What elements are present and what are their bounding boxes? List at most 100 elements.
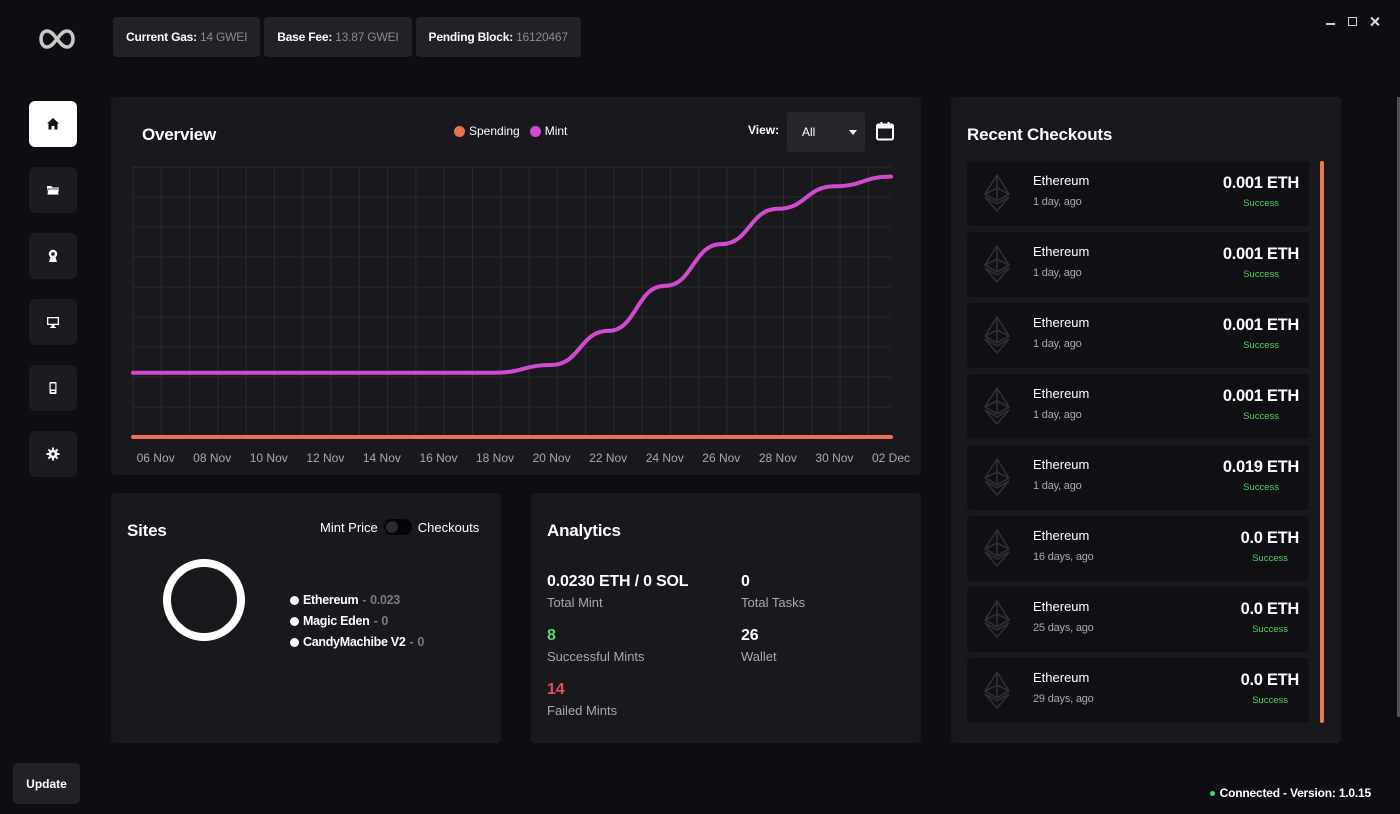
checkout-time: 1 day, ago bbox=[1033, 480, 1082, 492]
successful-mints-stat: 8 Successful Mints bbox=[547, 627, 645, 664]
checkout-amount: 0.019 ETH bbox=[1222, 458, 1299, 476]
nav-profile-button[interactable] bbox=[29, 233, 77, 279]
view-select-value: All bbox=[802, 125, 816, 139]
ethereum-icon bbox=[984, 529, 1010, 567]
failed-mints-label: Failed Mints bbox=[547, 703, 618, 718]
x-tick-label: 16 Nov bbox=[419, 451, 457, 465]
window-edge bbox=[1397, 97, 1400, 717]
infinity-logo-icon bbox=[39, 29, 75, 49]
phone-icon bbox=[49, 382, 57, 394]
base-fee-chip: Base Fee: 13.87 GWEI bbox=[264, 17, 412, 57]
gas-info-bar: Current Gas: 14 GWEI Base Fee: 13.87 GWE… bbox=[113, 17, 581, 57]
nav-home-button[interactable] bbox=[29, 101, 77, 147]
update-button[interactable]: Update bbox=[13, 763, 80, 804]
site-name: Ethereum bbox=[303, 593, 359, 607]
status-text: Connected - Version: 1.0.15 bbox=[1219, 786, 1372, 800]
mint-checkouts-toggle[interactable] bbox=[383, 519, 412, 535]
checkout-site-name: Ethereum bbox=[1033, 670, 1090, 685]
pending-block-chip: Pending Block: 16120467 bbox=[415, 17, 581, 57]
checkout-row[interactable]: Ethereum 1 day, ago 0.001 ETH Success bbox=[967, 161, 1309, 226]
checkout-site-name: Ethereum bbox=[1033, 528, 1090, 543]
checkout-amount: 0.001 ETH bbox=[1222, 245, 1299, 263]
checkout-time: 1 day, ago bbox=[1033, 338, 1082, 350]
minimize-icon[interactable] bbox=[1326, 16, 1336, 28]
checkout-site-name: Ethereum bbox=[1033, 386, 1090, 401]
base-fee-label: Base Fee: bbox=[277, 30, 333, 44]
sites-title: Sites bbox=[127, 521, 167, 540]
x-tick-label: 28 Nov bbox=[759, 451, 797, 465]
checkout-status: Success bbox=[1243, 340, 1279, 351]
legend-spending[interactable]: Spending bbox=[454, 124, 520, 138]
nav-settings-button[interactable] bbox=[29, 431, 77, 477]
pending-block-label: Pending Block: bbox=[428, 30, 514, 44]
checkout-row[interactable]: Ethereum 1 day, ago 0.001 ETH Success bbox=[967, 303, 1309, 368]
calendar-icon[interactable] bbox=[875, 121, 895, 141]
checkout-time: 1 day, ago bbox=[1033, 196, 1082, 208]
analytics-title: Analytics bbox=[547, 521, 621, 540]
site-name: CandyMachibe V2 bbox=[303, 635, 406, 649]
x-tick-label: 18 Nov bbox=[476, 451, 514, 465]
checkout-row[interactable]: Ethereum 1 day, ago 0.001 ETH Success bbox=[967, 232, 1309, 297]
site-separator: - bbox=[362, 593, 367, 607]
checkout-amount: 0.001 ETH bbox=[1222, 316, 1299, 334]
sites-donut-chart bbox=[163, 559, 245, 641]
close-icon[interactable] bbox=[1370, 16, 1380, 28]
view-label: View: bbox=[748, 123, 780, 137]
ethereum-icon bbox=[984, 245, 1010, 283]
checkout-time: 25 days, ago bbox=[1033, 622, 1094, 634]
ethereum-icon bbox=[984, 671, 1010, 709]
checkout-status: Success bbox=[1243, 411, 1279, 422]
checkout-site-name: Ethereum bbox=[1033, 173, 1090, 188]
x-tick-label: 26 Nov bbox=[702, 451, 740, 465]
site-item: Magic Eden - 0 bbox=[290, 614, 424, 628]
x-tick-label: 20 Nov bbox=[533, 451, 571, 465]
site-separator: - bbox=[373, 614, 378, 628]
legend-spending-label: Spending bbox=[469, 124, 520, 138]
mint-price-label: Mint Price bbox=[320, 519, 378, 535]
checkout-status: Success bbox=[1243, 269, 1279, 280]
checkout-status: Success bbox=[1252, 695, 1288, 706]
site-item: Ethereum - 0.023 bbox=[290, 593, 424, 607]
failed-mints-stat: 14 Failed Mints bbox=[547, 681, 617, 718]
base-fee-value: 13.87 GWEI bbox=[335, 30, 399, 44]
total-mint-value: 0.0230 ETH / 0 SOL bbox=[547, 573, 689, 590]
nav-monitor-button[interactable] bbox=[29, 299, 77, 345]
spending-legend-dot bbox=[454, 125, 465, 137]
nav-phone-button[interactable] bbox=[29, 365, 77, 411]
checkout-time: 1 day, ago bbox=[1033, 267, 1082, 279]
checkout-amount: 0.001 ETH bbox=[1222, 174, 1299, 192]
checkout-row[interactable]: Ethereum 16 days, ago 0.0 ETH Success bbox=[967, 516, 1309, 581]
total-mint-stat: 0.0230 ETH / 0 SOL Total Mint bbox=[547, 573, 689, 610]
checkout-amount: 0.0 ETH bbox=[1240, 671, 1300, 689]
site-value: 0 bbox=[381, 614, 388, 628]
recent-checkouts-panel: Recent Checkouts Ethereum 1 day, ago 0.001… bbox=[951, 97, 1341, 743]
successful-mints-value: 8 bbox=[547, 627, 556, 644]
monitor-icon bbox=[47, 317, 59, 328]
checkout-status: Success bbox=[1252, 553, 1288, 564]
x-tick-label: 06 Nov bbox=[137, 451, 175, 465]
x-tick-label: 08 Nov bbox=[193, 451, 231, 465]
nav-folder-button[interactable] bbox=[29, 167, 77, 213]
site-value: 0 bbox=[417, 635, 425, 649]
checkout-row[interactable]: Ethereum 1 day, ago 0.001 ETH Success bbox=[967, 374, 1309, 439]
mint-legend-dot bbox=[529, 125, 541, 137]
sidebar-nav bbox=[29, 101, 77, 477]
checkout-row[interactable]: Ethereum 25 days, ago 0.0 ETH Success bbox=[967, 587, 1309, 652]
checkout-site-name: Ethereum bbox=[1033, 244, 1090, 259]
successful-mints-label: Successful Mints bbox=[547, 649, 645, 664]
view-select[interactable]: All bbox=[787, 112, 865, 152]
x-tick-label: 22 Nov bbox=[589, 451, 627, 465]
checkout-scrollbar[interactable] bbox=[1320, 161, 1324, 723]
analytics-panel: Analytics 0.0230 ETH / 0 SOL Total Mint … bbox=[531, 493, 921, 743]
checkout-time: 29 days, ago bbox=[1033, 693, 1094, 705]
checkout-site-name: Ethereum bbox=[1033, 315, 1090, 330]
x-tick-label: 30 Nov bbox=[815, 451, 853, 465]
maximize-icon[interactable] bbox=[1348, 16, 1358, 28]
ethereum-icon bbox=[984, 458, 1010, 496]
checkout-row[interactable]: Ethereum 1 day, ago 0.019 ETH Success bbox=[967, 445, 1309, 510]
ethereum-icon bbox=[984, 174, 1010, 212]
legend-mint[interactable]: Mint bbox=[529, 124, 567, 138]
overview-chart: 06 Nov 08 Nov 10 Nov 12 Nov 14 Nov 16 Nov 18 N… bbox=[131, 166, 910, 465]
wallet-stat: 26 Wallet bbox=[741, 627, 777, 664]
checkout-row[interactable]: Ethereum 29 days, ago 0.0 ETH Success bbox=[967, 658, 1309, 723]
